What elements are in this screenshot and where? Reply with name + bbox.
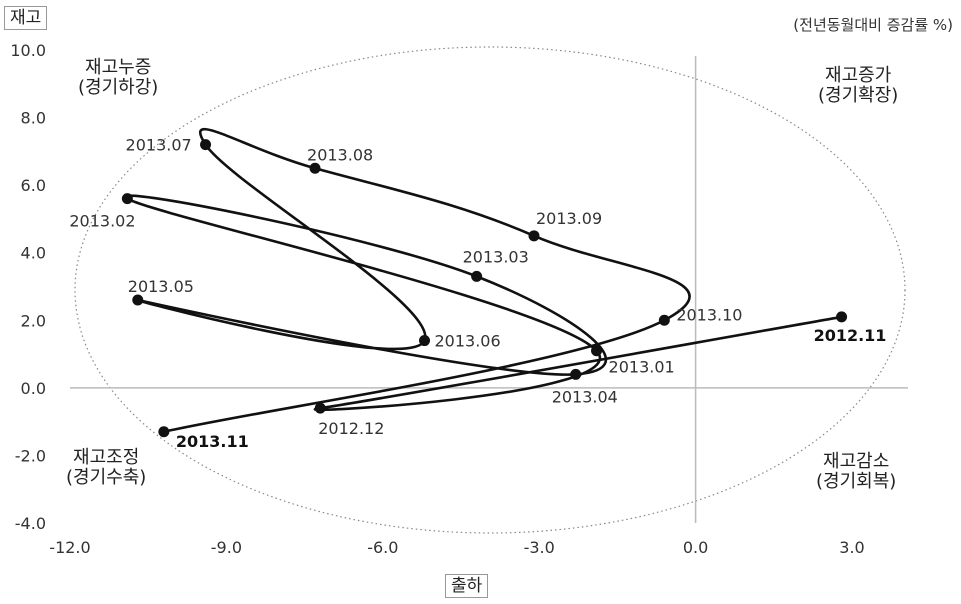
data-point xyxy=(471,270,483,282)
quadrant-top-left: 재고누증 (경기하강) xyxy=(78,58,158,98)
data-point-label: 2013.05 xyxy=(128,277,194,296)
data-point xyxy=(314,402,326,414)
quadrant-top-left-title: 재고누증 xyxy=(85,57,152,78)
data-point xyxy=(419,335,431,347)
data-point-label: 2013.04 xyxy=(552,387,618,406)
data-point xyxy=(200,139,212,151)
data-point xyxy=(836,311,848,323)
data-point xyxy=(132,294,144,306)
data-point-label: 2013.06 xyxy=(435,332,501,351)
y-tick-label: 4.0 xyxy=(21,244,46,263)
series-line xyxy=(124,127,842,434)
y-tick-label: 8.0 xyxy=(21,109,46,128)
data-point-label: 2012.11 xyxy=(814,326,887,345)
data-point-label: 2013.09 xyxy=(536,209,602,228)
x-tick-label: 3.0 xyxy=(839,538,864,557)
unit-note: (전년동월대비 증감률 %) xyxy=(793,16,953,34)
quadrant-top-right-sub: (경기확장) xyxy=(818,85,899,106)
data-point xyxy=(528,230,540,242)
quadrant-top-left-sub: (경기하강) xyxy=(78,77,159,98)
data-point xyxy=(570,368,582,380)
data-point xyxy=(658,314,670,326)
y-axis-label: 재고 xyxy=(4,6,48,30)
data-point-label: 2013.08 xyxy=(307,145,373,164)
y-tick-label: 10.0 xyxy=(10,41,46,60)
x-tick-label: -3.0 xyxy=(524,538,555,557)
x-tick-label: -12.0 xyxy=(49,538,90,557)
boundary-ellipse xyxy=(74,46,906,534)
data-point xyxy=(309,162,321,174)
data-point-label: 2013.01 xyxy=(609,358,675,377)
quadrant-bottom-right-title: 재고감소 xyxy=(823,451,890,472)
x-axis-label: 출하 xyxy=(445,574,489,598)
quadrant-bottom-left-title: 재고조정 xyxy=(73,447,140,468)
quadrant-top-right: 재고증가 (경기확장) xyxy=(818,66,898,106)
quadrant-bottom-left-sub: (경기수축) xyxy=(66,467,147,488)
y-tick-label: -4.0 xyxy=(15,514,46,533)
data-point-label: 2013.11 xyxy=(176,432,249,451)
y-tick-label: -2.0 xyxy=(15,446,46,465)
data-point-label: 2013.10 xyxy=(676,305,742,324)
quadrant-bottom-right: 재고감소 (경기회복) xyxy=(816,452,896,492)
x-tick-label: -6.0 xyxy=(367,538,398,557)
data-point-label: 2013.07 xyxy=(126,136,192,155)
y-tick-label: 2.0 xyxy=(21,311,46,330)
data-point xyxy=(591,345,603,357)
quadrant-bottom-right-sub: (경기회복) xyxy=(816,471,897,492)
data-point xyxy=(158,426,170,438)
data-point xyxy=(121,193,133,205)
x-tick-label: -9.0 xyxy=(211,538,242,557)
y-tick-label: 6.0 xyxy=(21,176,46,195)
quadrant-top-right-title: 재고증가 xyxy=(825,65,892,86)
data-point-label: 2013.03 xyxy=(463,247,529,266)
data-point-label: 2013.02 xyxy=(69,212,135,231)
x-tick-label: 0.0 xyxy=(683,538,708,557)
quadrant-bottom-left: 재고조정 (경기수축) xyxy=(66,448,146,488)
data-point-label: 2012.12 xyxy=(318,419,384,438)
y-tick-label: 0.0 xyxy=(21,379,46,398)
